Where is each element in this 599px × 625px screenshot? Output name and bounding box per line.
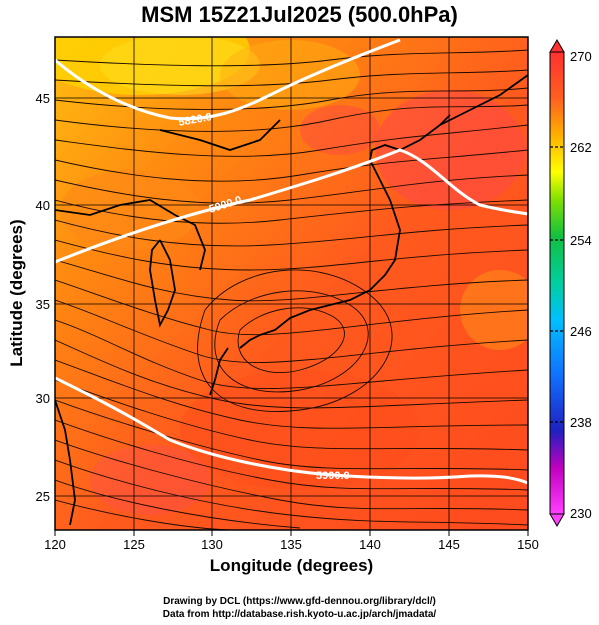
colorbar-label-254: 254 — [570, 233, 592, 248]
x-tick-label-130: 130 — [201, 537, 223, 552]
colorbar — [549, 39, 565, 527]
y-tick-label-40: 40 — [36, 198, 50, 213]
x-tick-label-135: 135 — [280, 537, 302, 552]
contour-5900-south — [55, 376, 528, 485]
colorbar-label-270: 270 — [570, 49, 592, 64]
grid — [55, 37, 528, 530]
y-tick-label-25: 25 — [36, 489, 50, 504]
contour-label-5900-south: 5900.0 — [316, 470, 350, 482]
credit-data: Data from http://database.rish.kyoto-u.a… — [162, 609, 437, 620]
y-tick-label-35: 35 — [36, 297, 50, 312]
x-tick-label-140: 140 — [359, 537, 381, 552]
x-ticks — [54, 530, 529, 536]
map-title: MSM 15Z21Jul2025 (500.0hPa) — [141, 2, 458, 27]
colorbar-label-230: 230 — [570, 506, 592, 521]
streamlines — [55, 49, 528, 530]
y-tick-label-45: 45 — [36, 91, 50, 106]
credit-drawing: Drawing by DCL (https://www.gfd-dennou.o… — [163, 596, 436, 607]
colorbar-scale — [549, 51, 565, 515]
y-tick-label-30: 30 — [36, 391, 50, 406]
colorbar-top-arrow — [549, 39, 565, 53]
contour-label-5820: 5820.0 — [178, 111, 213, 129]
contour-5900-north — [55, 148, 528, 264]
colorbar-label-262: 262 — [570, 140, 592, 155]
x-tick-label-120: 120 — [44, 537, 66, 552]
height-contours — [55, 38, 528, 485]
x-tick-label-150: 150 — [517, 537, 539, 552]
colorbar-label-246: 246 — [570, 324, 592, 339]
x-tick-label-125: 125 — [123, 537, 145, 552]
x-tick-label-145: 145 — [438, 537, 460, 552]
y-axis-label: Latitude (degrees) — [7, 219, 26, 367]
x-axis-label: Longitude (degrees) — [209, 556, 374, 575]
coastlines — [55, 74, 528, 526]
contour-5820 — [55, 38, 401, 121]
colorbar-label-238: 238 — [570, 415, 592, 430]
colorbar-bottom-arrow — [549, 513, 565, 527]
